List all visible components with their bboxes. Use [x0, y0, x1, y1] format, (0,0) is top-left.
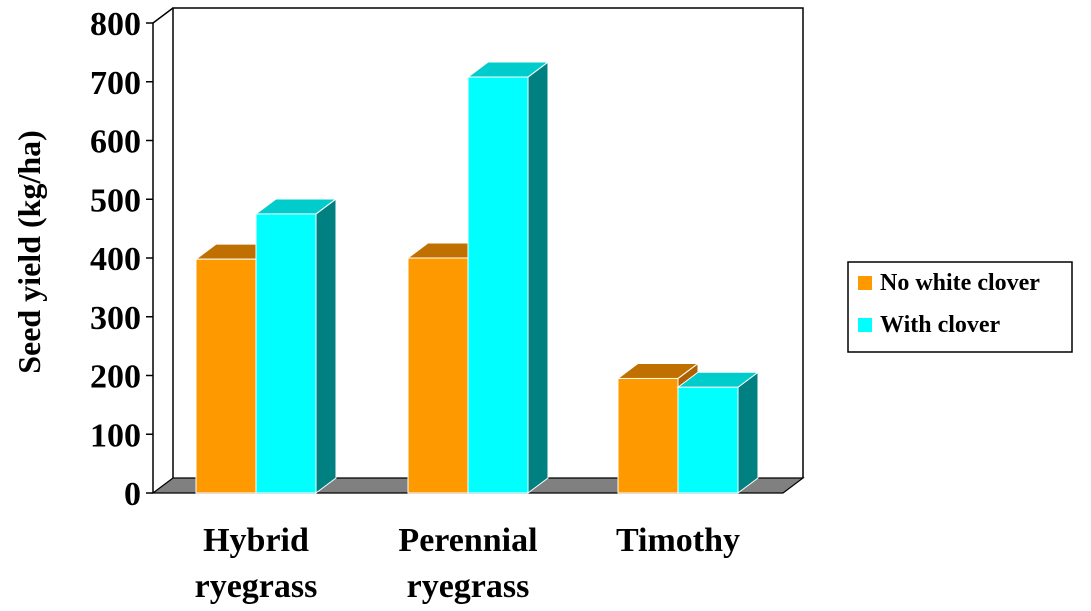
x-category-label: Timothy: [616, 522, 740, 559]
y-tick-label: 200: [90, 359, 141, 396]
legend-swatch: [858, 276, 872, 290]
y-axis-title: Seed yield (kg/ha): [11, 130, 47, 374]
bar-front: [467, 76, 529, 494]
bar: [466, 61, 550, 494]
y-tick-label: 100: [90, 417, 141, 454]
y-tick-label: 600: [90, 124, 141, 161]
bar-front: [677, 386, 739, 494]
x-category-label-line: Hybrid: [203, 522, 309, 559]
x-category-label-line: ryegrass: [407, 568, 530, 605]
y-tick-label: 400: [90, 241, 141, 278]
y-tick-label: 300: [90, 300, 141, 337]
x-category-label-line: Timothy: [616, 522, 740, 559]
bars-group: [194, 61, 760, 494]
y-tick-label: 500: [90, 182, 141, 219]
bar-side: [315, 197, 337, 494]
legend-label: No white clover: [880, 270, 1040, 296]
bar-front: [195, 258, 257, 494]
x-category-label: Hybrid ryegrass: [195, 522, 318, 605]
legend-label: With clover: [880, 312, 1001, 338]
bar-front: [407, 257, 469, 494]
bar: [254, 197, 338, 494]
bar-side: [737, 371, 759, 494]
bar-front: [255, 213, 317, 494]
y-axis: 0 100 200 300 400 500 600 700 800: [90, 6, 153, 513]
legend-box: [847, 261, 1073, 353]
legend: No white clover With clover: [847, 261, 1073, 353]
x-category-label-line: ryegrass: [195, 568, 318, 605]
legend-swatch: [858, 318, 872, 332]
x-axis-labels: Hybrid ryegrass Perennial ryegrass Timothy: [195, 522, 740, 605]
wall-top-edge: [152, 7, 174, 24]
y-tick-label: 700: [90, 65, 141, 102]
y-tick-label: 800: [90, 6, 141, 43]
x-category-label: Perennial ryegrass: [398, 522, 537, 605]
x-category-label-line: Perennial: [398, 522, 537, 559]
bar: [676, 371, 760, 494]
bar-side: [527, 61, 549, 494]
bar-front: [617, 377, 679, 494]
y-tick-label: 0: [124, 476, 141, 513]
